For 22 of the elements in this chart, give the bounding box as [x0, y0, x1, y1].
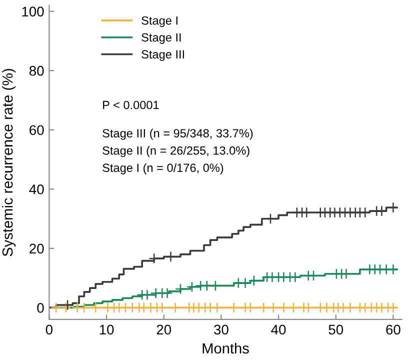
annotation: Stage III (n = 95/348, 33.7%): [102, 128, 253, 140]
x-tick-label: 50: [328, 324, 344, 335]
x-tick-label: 20: [156, 324, 172, 335]
x-tick-label: 10: [100, 324, 114, 335]
annotation: Stage I (n = 0/176, 0%): [102, 163, 224, 174]
annotation: Stage II (n = 26/255, 13.0%): [102, 146, 250, 158]
y-tick-label: 0: [37, 302, 44, 313]
y-tick-label: 40: [29, 184, 44, 194]
legend-label: Stage III: [142, 50, 184, 61]
legend-label: Stage II: [142, 33, 181, 44]
annotation: P < 0.0001: [103, 100, 159, 110]
y-tick-label: 20: [30, 244, 44, 254]
x-axis-title: Months: [202, 342, 249, 354]
legend-label: Stage I: [142, 16, 178, 28]
x-tick-label: 30: [214, 324, 228, 335]
x-tick-label: 60: [386, 324, 400, 335]
y-axis-title: Systemic recurrence rate (%): [2, 68, 16, 256]
x-tick-label: 0: [46, 324, 53, 335]
y-tick-label: 60: [30, 125, 44, 136]
x-tick-label: 40: [271, 324, 286, 335]
y-tick-label: 80: [29, 66, 44, 76]
y-tick-label: 100: [22, 6, 44, 17]
